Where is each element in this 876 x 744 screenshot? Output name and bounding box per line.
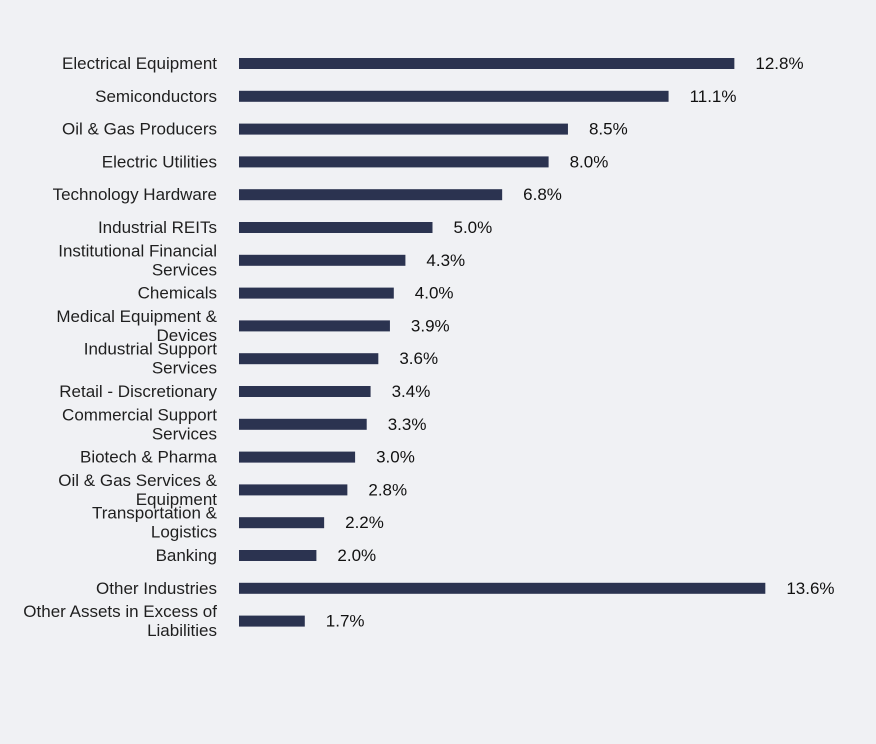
category-label-line: Devices	[157, 326, 217, 345]
bar-2	[239, 123, 568, 135]
bar-7	[239, 287, 394, 299]
value-label-7: 4.0%	[415, 284, 454, 303]
bar-10	[239, 386, 371, 397]
bar-6	[239, 254, 406, 266]
bar-8	[239, 320, 390, 332]
category-label-0: Electrical Equipment	[62, 54, 217, 73]
category-label-6: Institutional Financial Services	[58, 241, 217, 279]
category-label-11: Commercial Support Services	[62, 405, 217, 443]
category-label-line: Biotech & Pharma	[80, 448, 218, 467]
category-label-line: Equipment	[136, 490, 218, 509]
value-label-0: 12.8%	[755, 54, 803, 73]
value-label-9: 3.6%	[399, 349, 438, 368]
category-label-13: Oil & Gas Services & Equipment	[58, 471, 217, 509]
category-label-4: Technology Hardware	[53, 185, 217, 204]
category-label-1: Semiconductors	[95, 87, 217, 106]
bar-16	[239, 582, 766, 594]
category-label-line: Other Industries	[96, 579, 217, 598]
bar-15	[239, 550, 317, 561]
value-label-15: 2.0%	[337, 546, 376, 565]
category-label-line: Other Assets in Excess of	[23, 602, 217, 621]
value-label-13: 2.8%	[368, 480, 407, 499]
category-label-line: Commercial Support	[62, 405, 217, 424]
category-label-line: Industrial Support	[84, 340, 218, 359]
category-label-line: Institutional Financial	[58, 241, 217, 260]
bar-11	[239, 418, 367, 430]
category-label-line: Retail - Discretionary	[59, 382, 217, 401]
category-label-line: Technology Hardware	[53, 185, 217, 204]
bar-14	[239, 517, 325, 529]
category-label-line: Oil & Gas Producers	[62, 120, 217, 139]
bar-17	[239, 615, 305, 627]
bar-1	[239, 90, 669, 102]
value-label-17: 1.7%	[326, 612, 365, 631]
category-label-9: Industrial Support Services	[84, 340, 218, 378]
category-label-line: Medical Equipment &	[56, 307, 217, 326]
bar-4	[239, 189, 503, 201]
category-label-5: Industrial REITs	[98, 218, 217, 237]
category-label-line: Services	[152, 260, 217, 279]
value-label-10: 3.4%	[392, 382, 431, 401]
value-labels-group: 12.8% 11.1% 8.5% 8.0% 6.8% 5.0% 4.3% 4.0% 3.9% 3.…	[326, 54, 835, 631]
value-label-16: 13.6%	[786, 579, 834, 598]
category-label-12: Biotech & Pharma	[80, 448, 218, 467]
value-label-14: 2.2%	[345, 513, 384, 532]
category-label-line: Services	[152, 424, 217, 443]
category-label-7: Chemicals	[138, 284, 217, 303]
value-label-6: 4.3%	[426, 251, 465, 270]
category-label-line: Electric Utilities	[102, 152, 217, 171]
value-label-4: 6.8%	[523, 185, 562, 204]
value-label-1: 11.1%	[690, 87, 737, 106]
category-label-line: Services	[152, 359, 217, 378]
category-label-8: Medical Equipment & Devices	[56, 307, 217, 345]
bar-13	[239, 484, 348, 496]
category-label-line: Semiconductors	[95, 87, 217, 106]
category-label-line: Logistics	[151, 523, 217, 542]
category-label-2: Oil & Gas Producers	[62, 120, 217, 139]
category-label-line: Liabilities	[147, 621, 217, 640]
value-label-8: 3.9%	[411, 316, 450, 335]
category-label-line: Electrical Equipment	[62, 54, 217, 73]
bar-12	[239, 451, 356, 463]
value-label-2: 8.5%	[589, 120, 628, 139]
category-label-15: Banking	[156, 546, 217, 565]
category-label-line: Transportation &	[92, 504, 218, 523]
value-label-3: 8.0%	[570, 152, 609, 171]
bar-9	[239, 353, 379, 365]
bar-3	[239, 156, 549, 168]
value-label-12: 3.0%	[376, 448, 415, 467]
category-label-3: Electric Utilities	[102, 152, 217, 171]
bar-5	[239, 222, 433, 233]
category-label-line: Industrial REITs	[98, 218, 217, 237]
category-label-10: Retail - Discretionary	[59, 382, 217, 401]
value-label-5: 5.0%	[454, 218, 493, 237]
category-labels-group: Electrical Equipment Semiconductors Oil & …	[23, 54, 217, 640]
bar-0	[239, 58, 735, 69]
category-label-line: Oil & Gas Services &	[58, 471, 217, 490]
bars-group	[239, 58, 766, 627]
category-label-line: Chemicals	[138, 284, 217, 303]
category-label-17: Other Assets in Excess of Liabilities	[23, 602, 217, 640]
category-label-line: Banking	[156, 546, 217, 565]
category-label-16: Other Industries	[96, 579, 217, 598]
value-label-11: 3.3%	[388, 415, 427, 434]
category-label-14: Transportation & Logistics	[92, 504, 218, 542]
